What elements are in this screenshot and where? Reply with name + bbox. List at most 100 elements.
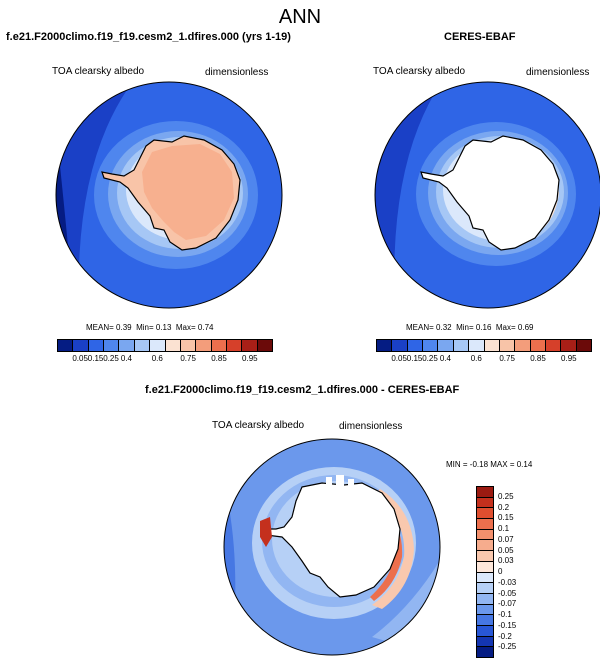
colorbar-swatch — [73, 340, 89, 351]
colorbar-swatch — [423, 340, 439, 351]
colorbar-tick-label: 0.4 — [439, 354, 451, 363]
panel-1-max-value: 0.74 — [197, 323, 214, 332]
colorbar-swatch — [438, 340, 454, 351]
colorbar-swatch — [377, 340, 393, 351]
colorbar-swatch — [119, 340, 135, 351]
colorbar-swatch — [407, 340, 424, 351]
colorbar-swatch — [180, 340, 197, 351]
colorbar-swatch — [257, 340, 273, 351]
colorbar-swatch — [150, 340, 166, 351]
colorbar-tick-label: 0.85 — [530, 354, 546, 363]
panel-2-field-label: TOA clearsky albedo — [373, 66, 466, 77]
panel-2-stats: MEAN= 0.32 Min= 0.16 Max= 0.69 — [406, 323, 534, 332]
colorbar-swatch — [484, 340, 500, 351]
colorbar-tick-label: -0.05 — [498, 588, 517, 598]
colorbar-tick-label: 0.15 — [406, 354, 423, 363]
panel-1-stats: MEAN= 0.39 Min= 0.13 Max= 0.74 — [86, 323, 214, 332]
colorbar-swatch — [226, 340, 243, 351]
max-label: Max= — [495, 323, 516, 332]
colorbar-swatch — [477, 508, 493, 520]
colorbar-swatch — [477, 615, 493, 626]
colorbar-tick-label: -0.2 — [498, 631, 512, 641]
panel-1-units-label: dimensionless — [205, 67, 269, 78]
panel-1-title: f.e21.F2000climo.f19_f19.cesm2_1.dfires.… — [6, 31, 291, 43]
panel-2-min-value: 0.16 — [475, 323, 492, 332]
panel-2-title: CERES-EBAF — [444, 31, 516, 43]
colorbar-swatch — [211, 340, 227, 351]
colorbar-swatch — [477, 487, 493, 498]
colorbar-tick-label: 0.4 — [120, 354, 132, 363]
colorbar-tick-label: 0.05 — [498, 545, 514, 555]
colorbar-swatch — [165, 340, 181, 351]
colorbar-swatch — [477, 647, 493, 657]
colorbar-tick-label: 0.25 — [103, 354, 119, 363]
colorbar-swatch — [530, 340, 546, 351]
colorbar-swatch — [477, 519, 493, 530]
colorbar-tick-label: 0 — [498, 567, 503, 576]
min-label: Min= — [136, 323, 154, 332]
panel-3-colorbar-ticks: 0.25 0.2 0.15 0.1 0.07 0.05 0.03 0 -0.03 -0.05 -0.… — [498, 486, 538, 658]
panel-1-mean-value: 0.39 — [116, 323, 132, 332]
colorbar-swatch — [104, 340, 120, 351]
colorbar-tick-label: 0.05 — [391, 354, 407, 363]
colorbar-swatch — [477, 636, 493, 648]
colorbar-swatch — [515, 340, 531, 351]
colorbar-tick-label: 0.95 — [561, 354, 577, 363]
colorbar-tick-label: 0.03 — [498, 556, 514, 566]
colorbar-tick-label: 0.25 — [498, 491, 514, 501]
colorbar-tick-label: 0.05 — [72, 354, 88, 363]
colorbar-swatch — [469, 340, 485, 351]
colorbar-swatch — [196, 340, 212, 351]
colorbar-swatch — [561, 340, 577, 351]
panel-2-mean-value: 0.32 — [436, 323, 452, 332]
colorbar-tick-label: 0.1 — [498, 524, 510, 533]
colorbar-tick-label: -0.03 — [498, 577, 517, 587]
colorbar-tick-label: -0.15 — [498, 620, 517, 630]
colorbar-swatch — [545, 340, 562, 351]
panel-3-units-label: dimensionless — [339, 421, 403, 432]
colorbar-tick-label: 0.15 — [87, 354, 104, 363]
colorbar-swatch — [477, 497, 493, 509]
min-label: Min= — [456, 323, 474, 332]
panel-1-colorbar — [57, 339, 273, 352]
colorbar-swatch — [477, 561, 493, 573]
panel-1-field-label: TOA clearsky albedo — [52, 66, 145, 77]
colorbar-tick-label: -0.07 — [498, 599, 517, 609]
max-label: MAX = — [490, 460, 515, 469]
colorbar-swatch — [576, 340, 592, 351]
colorbar-swatch — [477, 625, 493, 637]
colorbar-swatch — [477, 572, 493, 584]
colorbar-swatch — [453, 340, 470, 351]
colorbar-swatch — [477, 583, 493, 594]
colorbar-swatch — [477, 551, 493, 562]
panel-3-map — [223, 438, 441, 656]
panel-1-min-value: 0.13 — [155, 323, 172, 332]
colorbar-tick-label: 0.07 — [498, 534, 514, 544]
colorbar-swatch — [58, 340, 74, 351]
colorbar-swatch — [477, 540, 493, 552]
panel-2-units-label: dimensionless — [526, 67, 590, 78]
min-label: MIN = — [446, 460, 468, 469]
max-label: Max= — [175, 323, 196, 332]
colorbar-swatch — [242, 340, 258, 351]
panel-1-map — [55, 81, 283, 309]
panel-3-stats: MIN = -0.18 MAX = 0.14 — [446, 460, 532, 469]
panel-2-colorbar — [376, 339, 592, 352]
colorbar-swatch — [477, 593, 493, 605]
colorbar-tick-label: 0.75 — [180, 354, 196, 363]
colorbar-swatch — [392, 340, 408, 351]
mean-label: MEAN= — [406, 323, 434, 332]
colorbar-tick-label: 0.75 — [499, 354, 515, 363]
panel-2-colorbar-ticks: 0.05 0.15 0.25 0.4 0.6 0.75 0.85 0.95 — [376, 354, 592, 364]
colorbar-tick-label: 0.95 — [242, 354, 258, 363]
panel-1-colorbar-ticks: 0.05 0.15 0.25 0.4 0.6 0.75 0.85 0.95 — [57, 354, 273, 364]
panel-3-max-value: 0.14 — [516, 460, 533, 469]
colorbar-swatch — [477, 529, 493, 541]
panel-3-min-value: -0.18 — [469, 460, 489, 469]
colorbar-swatch — [499, 340, 516, 351]
colorbar-tick-label: -0.1 — [498, 610, 512, 619]
panel-2-map — [374, 81, 600, 309]
figure-title: ANN — [278, 6, 322, 28]
colorbar-swatch — [477, 604, 493, 616]
panel-2-max-value: 0.69 — [517, 323, 534, 332]
